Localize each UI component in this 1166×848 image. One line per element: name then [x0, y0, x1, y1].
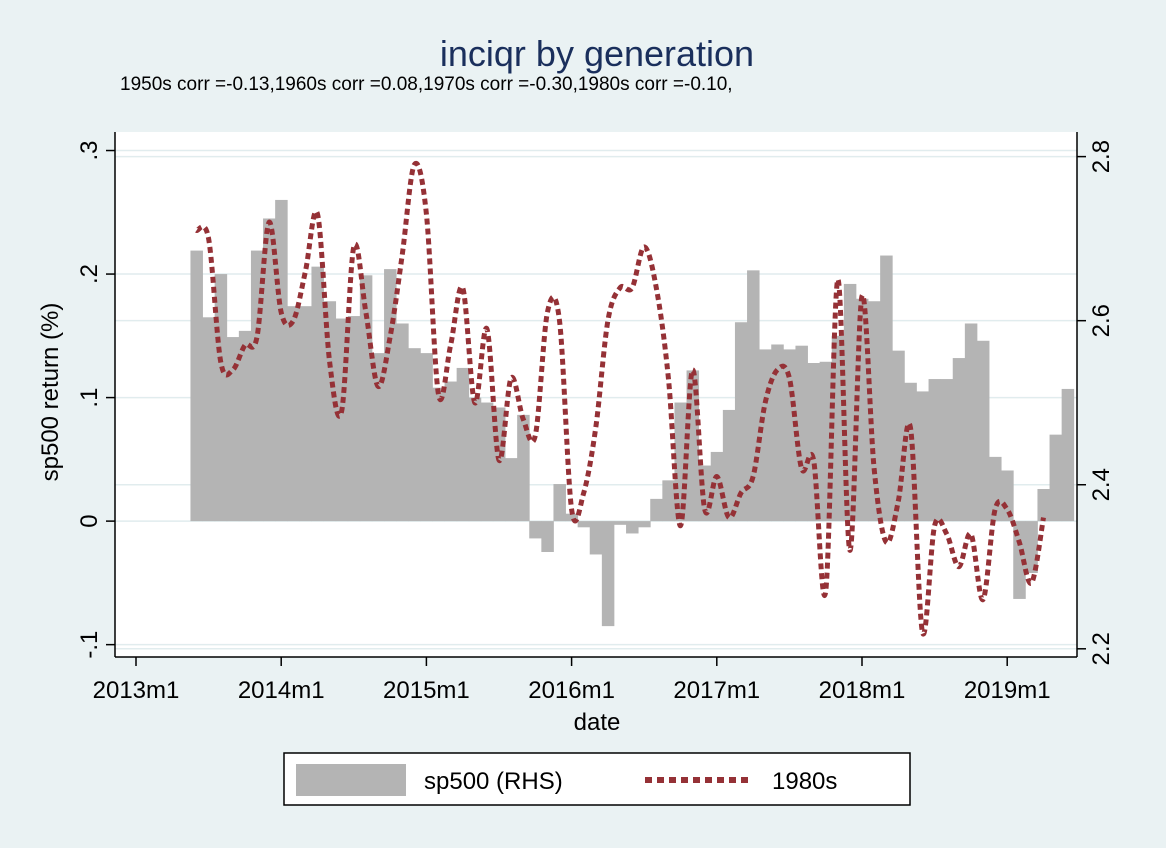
bar-35: [613, 521, 627, 525]
y-axis-title: sp500 return (%): [37, 303, 64, 482]
bar-20: [432, 387, 445, 522]
x-tick-label-0: 2013m1: [93, 677, 180, 704]
bar-26: [505, 458, 518, 522]
x-tick-label-5: 2018m1: [819, 677, 906, 704]
x-tick-label-6: 2019m1: [964, 677, 1051, 704]
bar-0: [190, 250, 203, 522]
bar-57: [880, 255, 893, 522]
bar-61: [928, 379, 942, 522]
bar-40: [674, 402, 687, 522]
bar-37: [638, 521, 651, 528]
bar-49: [783, 349, 796, 522]
legend-label-line: 1980s: [772, 768, 837, 795]
y-left-tick-label-4: .3: [76, 141, 103, 161]
bar-62: [940, 379, 954, 522]
bar-7: [275, 199, 288, 522]
bar-45: [734, 322, 748, 522]
y-right-tick-label-1: 2.4: [1088, 468, 1115, 501]
y-left-tick-label-3: .2: [76, 264, 103, 284]
bar-28: [529, 521, 542, 539]
line-1980s: [194, 160, 1046, 637]
bar-43: [710, 451, 724, 522]
y-left-tick-label-0: -.1: [76, 631, 103, 659]
bar-14: [359, 275, 373, 522]
x-tick-label-4: 2017m1: [673, 677, 760, 704]
bar-36: [626, 521, 639, 534]
bar-19: [420, 353, 433, 522]
bar-10: [311, 266, 324, 522]
bar-48: [771, 344, 784, 522]
bar-1: [202, 317, 216, 522]
bar-68: [1013, 521, 1026, 599]
bar-27: [517, 414, 530, 522]
bar-72: [1061, 388, 1075, 522]
bar-23: [468, 397, 482, 522]
line-series: [194, 160, 1046, 637]
bar-44: [722, 409, 736, 522]
bar-64: [964, 323, 978, 522]
bar-4: [238, 330, 252, 522]
bar-15: [371, 353, 385, 522]
legend: sp500 (RHS) 1980s: [283, 752, 911, 806]
bar-32: [577, 521, 591, 528]
bar-56: [868, 301, 881, 522]
bar-38: [650, 498, 663, 522]
bar-series: [190, 199, 1075, 627]
bar-8: [287, 306, 300, 522]
bar-69: [1025, 521, 1038, 573]
y-left-tick-label-2: .1: [76, 388, 103, 408]
bar-9: [299, 306, 312, 522]
bar-18: [408, 348, 421, 522]
y-right-tick-label-3: 2.8: [1088, 140, 1115, 173]
bar-71: [1049, 434, 1063, 522]
bar-33: [589, 521, 603, 555]
bar-6: [263, 218, 276, 522]
x-tick-label-1: 2014m1: [238, 677, 325, 704]
bar-2: [214, 274, 228, 522]
bar-21: [444, 381, 458, 522]
bar-50: [795, 345, 808, 522]
bar-66: [989, 456, 1002, 522]
bar-25: [492, 407, 506, 522]
bar-65: [976, 340, 990, 522]
bar-60: [916, 391, 929, 522]
bar-13: [347, 316, 361, 522]
bar-24: [480, 402, 494, 522]
bar-22: [456, 367, 470, 522]
bar-47: [759, 349, 772, 522]
bar-31: [565, 513, 579, 522]
legend-label-bars: sp500 (RHS): [424, 768, 563, 795]
legend-swatch-bars: [296, 764, 406, 796]
y-right-tick-label-2: 2.6: [1088, 304, 1115, 337]
bar-34: [601, 521, 615, 627]
bar-29: [541, 521, 554, 552]
bar-16: [384, 269, 397, 522]
chart-subtitle: 1950s corr =-0.13,1960s corr =0.08,1970s…: [120, 74, 733, 95]
chart-title: inciqr by generation: [440, 33, 754, 74]
bar-17: [396, 323, 409, 522]
axes: -.1 0 .1 .2 .3 2.2 2.4 2.6 2.8 2013m1 2014m1 2015m1…: [76, 132, 1115, 704]
bar-41: [686, 370, 700, 522]
bar-3: [226, 337, 240, 522]
x-axis-title: date: [574, 709, 621, 736]
bar-39: [662, 480, 675, 522]
bar-51: [807, 363, 821, 522]
x-tick-label-2: 2015m1: [383, 677, 470, 704]
x-tick-label-3: 2016m1: [528, 677, 615, 704]
bar-70: [1037, 489, 1050, 522]
bar-63: [952, 358, 966, 522]
bar-30: [553, 484, 566, 522]
y-right-tick-label-0: 2.2: [1088, 632, 1115, 665]
y-left-tick-label-1: 0: [76, 514, 103, 527]
